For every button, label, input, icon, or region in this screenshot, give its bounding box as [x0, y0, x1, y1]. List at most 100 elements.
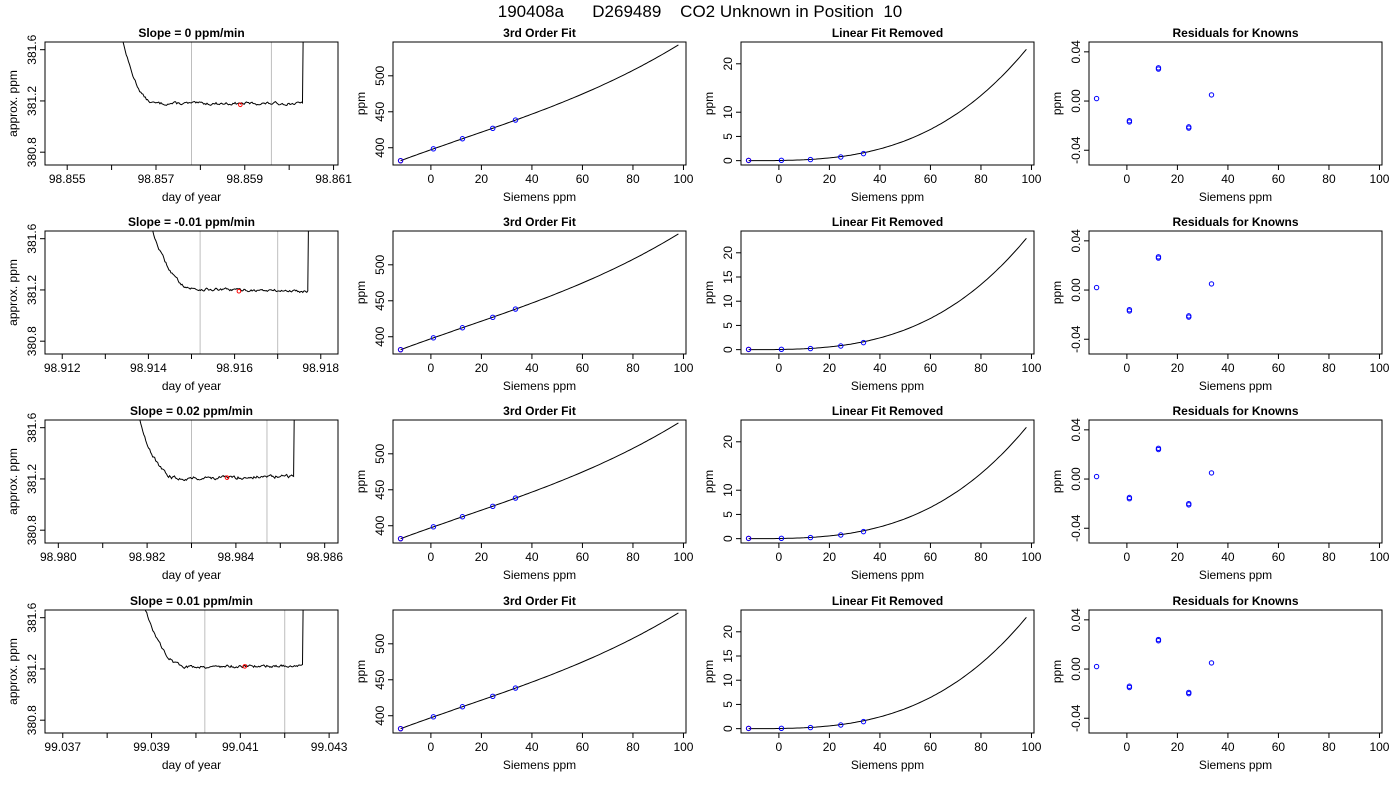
- plot-area: [745, 237, 1027, 353]
- x-tick-label: 0: [428, 361, 435, 375]
- y-axis-label: ppm: [1050, 660, 1064, 683]
- x-tick-label: 40: [1221, 740, 1235, 754]
- data-point: [490, 314, 496, 321]
- x-tick-label: 98.918: [302, 361, 339, 375]
- y-tick-label: 0.00: [1069, 657, 1083, 681]
- y-tick-label: 20: [721, 57, 735, 71]
- x-tick-label: 0: [1124, 740, 1131, 754]
- x-tick-label: 98.984: [218, 550, 255, 564]
- data-point: [1126, 119, 1133, 125]
- x-axis-label: Siemens ppm: [503, 568, 576, 582]
- y-axis-label: ppm: [1050, 92, 1064, 115]
- y-tick-label: 450: [373, 101, 387, 121]
- x-axis-label: day of year: [162, 379, 221, 393]
- chart-title: Residuals for Knowns: [1172, 215, 1298, 229]
- x-axis-label: day of year: [162, 190, 221, 204]
- plot-area: [1093, 254, 1215, 320]
- x-tick-label: 80: [626, 361, 640, 375]
- chart-title: Slope = -0.01 ppm/min: [128, 215, 255, 229]
- y-tick-label: 0: [721, 346, 735, 353]
- data-point: [860, 718, 867, 725]
- x-tick-label: 40: [873, 740, 887, 754]
- y-tick-label: 400: [373, 326, 387, 346]
- fit-curve: [748, 48, 1027, 162]
- y-tick-label: 380.8: [25, 705, 39, 735]
- x-tick-label: 0: [776, 172, 783, 186]
- chart-title: Slope = 0 ppm/min: [138, 26, 244, 40]
- chart-panel-0-1: 3rd Order Fit 0 20 40 60 80 100 400 450 500 Siemen…: [354, 26, 694, 204]
- x-tick-label: 98.857: [138, 172, 175, 186]
- plot-area: [397, 233, 679, 353]
- plot-area: [152, 231, 309, 354]
- data-point: [860, 339, 867, 346]
- x-tick-label: 60: [924, 740, 938, 754]
- x-axis-label: Siemens ppm: [851, 379, 924, 393]
- plot-frame: [392, 419, 687, 544]
- y-tick-label: 381.6: [25, 34, 39, 64]
- data-point: [807, 156, 814, 163]
- fit-curve: [400, 612, 679, 730]
- x-tick-label: 98.986: [306, 550, 343, 564]
- data-point: [860, 150, 867, 157]
- x-tick-label: 80: [1322, 740, 1336, 754]
- y-axis-label: ppm: [354, 470, 368, 493]
- plot-frame: [392, 609, 687, 734]
- data-point: [745, 535, 752, 542]
- x-tick-label: 98.859: [226, 172, 263, 186]
- fit-curve: [748, 616, 1027, 730]
- data-point: [1155, 446, 1162, 453]
- y-tick-label: 5: [721, 133, 735, 140]
- x-tick-label: 60: [924, 172, 938, 186]
- data-point: [1186, 690, 1192, 697]
- x-tick-label: 60: [924, 361, 938, 375]
- data-point: [1208, 92, 1215, 98]
- series-line: [152, 231, 309, 294]
- plot-frame: [1088, 609, 1383, 734]
- data-point: [745, 725, 752, 732]
- x-tick-label: 20: [1171, 550, 1185, 564]
- x-tick-label: 100: [1021, 172, 1041, 186]
- chart-title: Residuals for Knowns: [1172, 594, 1298, 608]
- x-tick-label: 0: [1124, 361, 1131, 375]
- x-tick-label: 0: [776, 740, 783, 754]
- y-tick-label: 500: [373, 254, 387, 274]
- x-tick-label: 20: [1171, 361, 1185, 375]
- data-point: [807, 345, 814, 352]
- y-tick-label: 500: [373, 65, 387, 85]
- x-tick-label: 40: [1221, 550, 1235, 564]
- chart-panel-1-2: Linear Fit Removed 0 20 40 60 80 100 0 5 10 15 20 Si…: [702, 215, 1042, 393]
- data-point: [1155, 638, 1162, 644]
- chart-panel-3-2: Linear Fit Removed 0 20 40 60 80 100 0 5 10 15 20 Si…: [702, 594, 1042, 772]
- series-line: [144, 610, 304, 669]
- x-tick-label: 99.043: [311, 740, 348, 754]
- y-tick-label: -0.04: [1069, 136, 1083, 164]
- x-tick-label: 98.916: [216, 361, 253, 375]
- plot-area: [397, 44, 679, 164]
- x-tick-label: 80: [974, 740, 988, 754]
- data-point: [459, 704, 466, 710]
- y-axis-label: ppm: [354, 92, 368, 115]
- x-axis-label: day of year: [162, 758, 221, 772]
- x-tick-label: 60: [1272, 172, 1286, 186]
- chart-panel-1-1: 3rd Order Fit 0 20 40 60 80 100 400 450 500 Siemen…: [354, 215, 694, 393]
- chart-title: Residuals for Knowns: [1172, 404, 1298, 418]
- y-tick-label: 0.04: [1069, 229, 1083, 253]
- x-tick-label: 0: [776, 361, 783, 375]
- plot-frame: [392, 230, 687, 355]
- y-tick-label: 380.8: [25, 515, 39, 545]
- fit-curve: [748, 237, 1027, 351]
- data-point: [397, 725, 404, 732]
- x-tick-label: 0: [428, 740, 435, 754]
- x-tick-label: 98.861: [315, 172, 352, 186]
- plot-area: [1093, 445, 1215, 508]
- plot-area: [745, 48, 1027, 164]
- x-tick-label: 40: [1221, 361, 1235, 375]
- plot-frame: [44, 230, 339, 355]
- y-tick-label: 381.2: [25, 275, 39, 305]
- data-point: [778, 157, 785, 164]
- x-tick-label: 100: [1021, 740, 1041, 754]
- y-tick-label: 500: [373, 633, 387, 653]
- y-tick-label: 400: [373, 137, 387, 157]
- data-point: [459, 514, 466, 520]
